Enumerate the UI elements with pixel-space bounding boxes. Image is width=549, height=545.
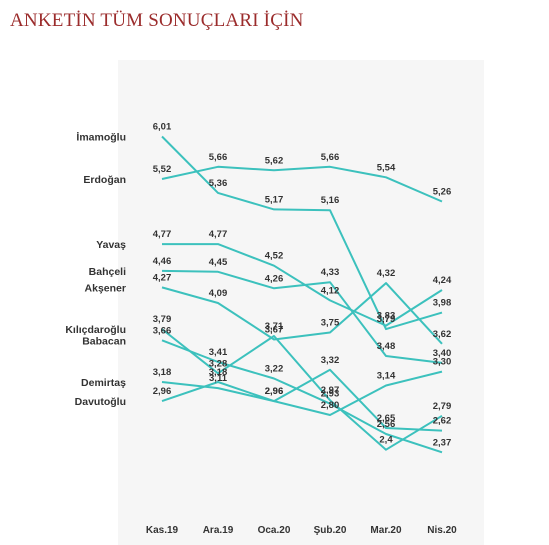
data-label-babacan-0: 3,66 [153, 325, 172, 336]
data-label-yavas-2: 4,52 [265, 251, 284, 262]
data-label-aksener-3: 3,75 [321, 318, 340, 329]
data-label-kilicdaroglu-1: 3,28 [209, 358, 228, 369]
data-label-bahceli-3: 4,33 [321, 267, 340, 278]
data-label-demirtas-2: 2,96 [265, 386, 284, 397]
data-label-kilicdaroglu-4: 2,4 [379, 435, 393, 446]
data-label-yavas-1: 4,77 [209, 229, 228, 240]
series-name-aksener: Akşener [85, 282, 126, 294]
series-name-yavas: Yavaş [96, 239, 126, 251]
x-axis-tick-labels: Kas.19 Ara.19 Oca.20 Şub.20 Mar.20 Nis.20 [146, 525, 457, 536]
series-line-babacan [161, 339, 443, 454]
data-label-demirtas-1: 3,11 [209, 373, 228, 384]
data-label-i-mamoglu-5: 3,98 [433, 298, 452, 309]
series-name-demirtas: Demirtaş [81, 377, 126, 389]
data-label-kilicdaroglu-5: 2,79 [433, 401, 452, 412]
series-line-yavas [162, 243, 443, 327]
series-line-davutoglu [161, 368, 443, 432]
data-label-erdogan-3: 5,66 [321, 152, 340, 163]
data-label-davutoglu-3: 3,32 [321, 355, 340, 366]
data-label-yavas-3: 4,12 [321, 285, 340, 296]
data-label-babacan-3: 2,93 [321, 389, 340, 400]
page-title: ANKETİN TÜM SONUÇLARI İÇİN [10, 10, 304, 31]
series-name-kilicdaroglu: Kılıçdaroğlu [65, 324, 126, 336]
data-label-kilicdaroglu-2: 3,71 [265, 321, 284, 332]
data-label-bahceli-5: 3,40 [433, 348, 452, 359]
data-label-bahceli-0: 4,46 [153, 256, 172, 267]
data-label-bahceli-2: 4,26 [265, 273, 284, 284]
data-label-davutoglu-5: 2,62 [433, 416, 452, 427]
data-label-demirtas-3: 2,80 [321, 400, 340, 411]
x-tick-label: Şub.20 [314, 525, 347, 536]
data-label-bahceli-4: 3,48 [377, 341, 396, 352]
series-line-kilicdaroglu [161, 328, 443, 451]
data-label-i-mamoglu-1: 5,36 [209, 178, 228, 189]
data-label-aksener-1: 4,09 [209, 288, 228, 299]
series-name-babacan: Babacan [82, 335, 126, 347]
series-line-bahceli [161, 269, 443, 364]
data-label-babacan-2: 3,22 [265, 364, 284, 375]
data-label-i-mamoglu-2: 5,17 [265, 194, 284, 205]
series-line-erdogan [161, 165, 443, 203]
data-label-aksener-2: 3,67 [265, 325, 284, 336]
data-label-demirtas-4: 3,14 [377, 371, 396, 382]
data-label-yavas-5: 4,24 [433, 275, 452, 286]
x-tick-label: Mar.20 [370, 525, 402, 536]
data-label-kilicdaroglu-0: 3,79 [153, 314, 172, 325]
data-label-demirtas-5: 3,30 [433, 357, 452, 368]
data-label-kilicdaroglu-3: 2,97 [321, 385, 340, 396]
data-label-i-mamoglu-4: 3,79 [377, 314, 396, 325]
data-label-babacan-4: 2,56 [377, 419, 396, 430]
data-label-erdogan-1: 5,66 [209, 152, 228, 163]
data-value-labels: 6,01 5,36 5,17 5,16 3,79 3,98 5,52 5,66 5,62 5,66… [153, 122, 452, 449]
series-name-davutoglu: Davutoğlu [75, 396, 126, 408]
data-label-i-mamoglu-0: 6,01 [153, 122, 172, 133]
data-label-davutoglu-4: 2,65 [377, 413, 396, 424]
data-label-i-mamoglu-3: 5,16 [321, 195, 340, 206]
data-label-erdogan-2: 5,62 [265, 155, 284, 166]
data-label-davutoglu-1: 3,18 [209, 367, 228, 378]
series-name-erdogan: Erdoğan [83, 174, 126, 186]
data-label-bahceli-1: 4,45 [209, 257, 228, 268]
x-tick-label: Ara.19 [203, 525, 234, 536]
series-line-aksener [161, 282, 443, 345]
data-label-erdogan-5: 5,26 [433, 187, 452, 198]
data-label-yavas-4: 3,83 [377, 311, 396, 322]
series-name-i-mamoglu: İmamoğlu [76, 131, 126, 144]
data-label-erdogan-4: 5,54 [377, 162, 396, 173]
data-label-davutoglu-0: 2,96 [153, 386, 172, 397]
data-label-erdogan-0: 5,52 [153, 164, 172, 175]
x-tick-label: Oca.20 [258, 525, 291, 536]
series-name-labels: İmamoğlu Erdoğan Yavaş Bahçeli Akşener Kılıçd… [65, 131, 126, 409]
data-label-babacan-1: 3,41 [209, 347, 228, 358]
data-label-yavas-0: 4,77 [153, 229, 172, 240]
series-line-demirtas [161, 370, 443, 416]
series-lines [161, 135, 443, 454]
data-label-aksener-0: 4,27 [153, 272, 172, 283]
data-label-demirtas-0: 3,18 [153, 367, 172, 378]
series-line-i-mamoglu [161, 135, 443, 331]
series-name-bahceli: Bahçeli [89, 266, 126, 278]
data-label-babacan-5: 2,37 [433, 437, 452, 448]
data-label-aksener-4: 4,32 [377, 268, 396, 279]
x-tick-label: Nis.20 [427, 525, 457, 536]
data-label-aksener-5: 3,62 [433, 329, 452, 340]
data-label-davutoglu-2: 2,96 [265, 386, 284, 397]
x-tick-label: Kas.19 [146, 525, 179, 536]
